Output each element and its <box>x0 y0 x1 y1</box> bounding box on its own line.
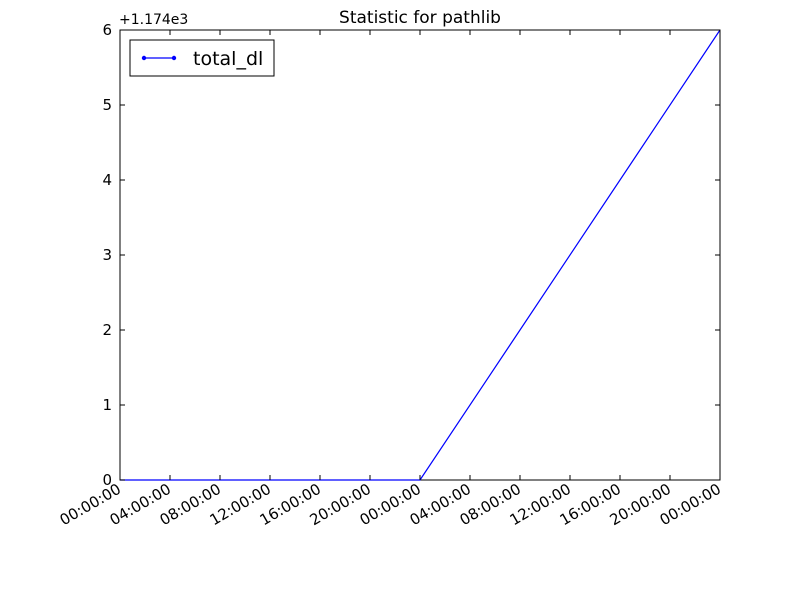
y-offset-label: +1.174e3 <box>119 12 188 28</box>
y-tick-label: 4 <box>102 171 112 189</box>
y-tick-label: 0 <box>102 471 112 489</box>
y-tick-label: 6 <box>102 21 112 39</box>
legend-marker <box>141 55 147 61</box>
y-tick-label: 3 <box>102 246 112 264</box>
plot-frame <box>119 29 721 481</box>
y-tick-label: 1 <box>102 396 112 414</box>
legend: total_dl <box>129 39 275 77</box>
legend-marker <box>171 55 177 61</box>
y-tick-label: 5 <box>102 96 112 114</box>
y-tick-label: 2 <box>102 321 112 339</box>
legend-label: total_dl <box>193 48 263 70</box>
plot-area <box>119 29 721 481</box>
chart-title: Statistic for pathlib <box>339 8 501 28</box>
